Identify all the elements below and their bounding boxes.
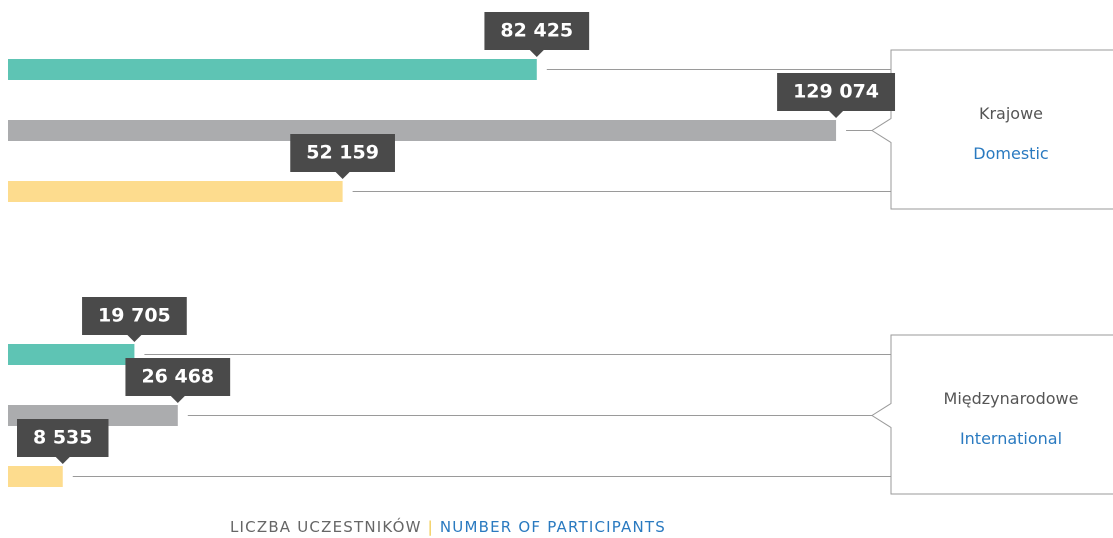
category-label-en: Domestic bbox=[973, 144, 1048, 163]
category-label: Międzynarodowe bbox=[944, 389, 1079, 408]
value-label-box bbox=[777, 73, 896, 118]
value-label: 82 425 bbox=[500, 20, 573, 42]
value-label-box bbox=[125, 358, 231, 403]
bar bbox=[8, 120, 837, 141]
value-label-box bbox=[82, 297, 187, 342]
bar bbox=[8, 59, 537, 80]
value-label: 8 535 bbox=[33, 427, 93, 449]
value-label: 52 159 bbox=[306, 142, 379, 164]
value-label-box bbox=[17, 419, 109, 464]
bar bbox=[8, 181, 343, 202]
bar bbox=[8, 466, 63, 487]
category-box bbox=[871, 334, 1113, 495]
x-label-en: NUMBER OF PARTICIPANTS bbox=[440, 518, 666, 536]
value-label: 26 468 bbox=[141, 366, 214, 388]
category-label-en: International bbox=[960, 429, 1062, 448]
value-label-box bbox=[290, 134, 395, 179]
category-label: Krajowe bbox=[979, 104, 1043, 123]
value-label: 19 705 bbox=[98, 305, 171, 327]
axis-title: LICZBA UCZESTNIKÓW | NUMBER OF PARTICIPANT… bbox=[230, 517, 666, 536]
category-box bbox=[871, 49, 1113, 210]
x-label: LICZBA UCZESTNIKÓW bbox=[230, 517, 422, 536]
value-label: 129 074 bbox=[793, 81, 879, 103]
separator: | bbox=[428, 518, 434, 536]
value-label-box bbox=[484, 12, 590, 57]
bar bbox=[8, 344, 135, 365]
